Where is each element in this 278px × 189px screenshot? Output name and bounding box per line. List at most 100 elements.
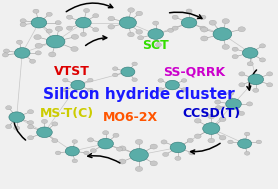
Circle shape: [215, 106, 222, 110]
Circle shape: [80, 32, 86, 36]
Circle shape: [6, 125, 12, 129]
Circle shape: [238, 27, 245, 32]
Circle shape: [16, 40, 23, 44]
Circle shape: [52, 122, 58, 126]
Circle shape: [14, 126, 20, 130]
Circle shape: [135, 139, 143, 144]
Circle shape: [219, 136, 226, 140]
Circle shape: [46, 35, 65, 48]
Circle shape: [2, 53, 8, 57]
Circle shape: [259, 58, 265, 62]
Circle shape: [108, 25, 115, 29]
Circle shape: [172, 15, 178, 19]
Circle shape: [83, 8, 90, 13]
Circle shape: [213, 28, 232, 40]
Circle shape: [181, 79, 187, 82]
Circle shape: [158, 88, 163, 91]
Circle shape: [239, 83, 245, 87]
Circle shape: [65, 146, 79, 156]
Circle shape: [112, 67, 118, 70]
Circle shape: [119, 159, 126, 164]
Circle shape: [113, 133, 119, 137]
Circle shape: [203, 123, 220, 134]
Circle shape: [3, 49, 9, 53]
Circle shape: [228, 91, 234, 95]
Circle shape: [20, 22, 26, 27]
Circle shape: [37, 127, 52, 138]
Circle shape: [232, 55, 238, 59]
Circle shape: [165, 80, 179, 90]
Circle shape: [239, 72, 245, 76]
Circle shape: [14, 48, 30, 58]
Circle shape: [88, 88, 93, 92]
Circle shape: [247, 62, 253, 66]
Circle shape: [248, 74, 264, 85]
Circle shape: [132, 62, 137, 66]
Circle shape: [41, 119, 48, 123]
Circle shape: [130, 149, 148, 161]
Circle shape: [9, 112, 24, 122]
Circle shape: [121, 67, 135, 77]
Circle shape: [35, 43, 42, 48]
Circle shape: [239, 111, 245, 115]
Circle shape: [242, 48, 258, 58]
Circle shape: [55, 21, 61, 25]
Circle shape: [172, 26, 178, 30]
Circle shape: [116, 147, 123, 151]
Circle shape: [90, 149, 96, 153]
Circle shape: [219, 117, 226, 122]
Circle shape: [244, 132, 250, 136]
Circle shape: [55, 26, 63, 31]
Circle shape: [259, 44, 265, 48]
Circle shape: [187, 138, 193, 143]
Circle shape: [194, 134, 201, 139]
Circle shape: [72, 140, 78, 143]
Circle shape: [35, 51, 41, 55]
Circle shape: [63, 78, 68, 82]
Circle shape: [186, 9, 192, 13]
Circle shape: [163, 152, 169, 156]
Text: SCT: SCT: [142, 39, 169, 52]
Circle shape: [150, 161, 157, 166]
Circle shape: [33, 9, 39, 13]
Circle shape: [46, 29, 52, 33]
Circle shape: [155, 43, 162, 47]
Circle shape: [28, 125, 34, 129]
Text: SS-QRRK: SS-QRRK: [163, 65, 226, 78]
Circle shape: [28, 110, 34, 114]
Circle shape: [181, 17, 197, 28]
Circle shape: [29, 59, 36, 63]
Circle shape: [46, 12, 52, 16]
Circle shape: [71, 46, 78, 52]
Circle shape: [158, 79, 163, 82]
Circle shape: [222, 19, 229, 24]
Circle shape: [153, 21, 159, 25]
Circle shape: [201, 36, 208, 41]
Circle shape: [226, 99, 241, 109]
Circle shape: [34, 35, 41, 40]
Circle shape: [138, 36, 144, 40]
Circle shape: [63, 88, 68, 92]
Circle shape: [71, 34, 79, 39]
Text: MO6-2X: MO6-2X: [103, 111, 158, 124]
Circle shape: [253, 88, 259, 92]
Circle shape: [72, 159, 78, 163]
Circle shape: [208, 138, 215, 143]
Circle shape: [119, 146, 126, 151]
Circle shape: [168, 28, 174, 32]
Circle shape: [232, 47, 238, 51]
Circle shape: [88, 138, 94, 142]
Circle shape: [128, 32, 134, 37]
Circle shape: [238, 139, 252, 148]
Circle shape: [52, 139, 58, 143]
Circle shape: [112, 73, 118, 77]
Circle shape: [256, 140, 262, 144]
Text: VTST: VTST: [54, 65, 90, 78]
Circle shape: [194, 119, 201, 123]
Circle shape: [135, 167, 143, 171]
Text: MS-T(C): MS-T(C): [40, 107, 94, 120]
Circle shape: [267, 83, 273, 87]
Circle shape: [71, 80, 85, 90]
Circle shape: [222, 44, 229, 50]
Circle shape: [132, 78, 137, 82]
